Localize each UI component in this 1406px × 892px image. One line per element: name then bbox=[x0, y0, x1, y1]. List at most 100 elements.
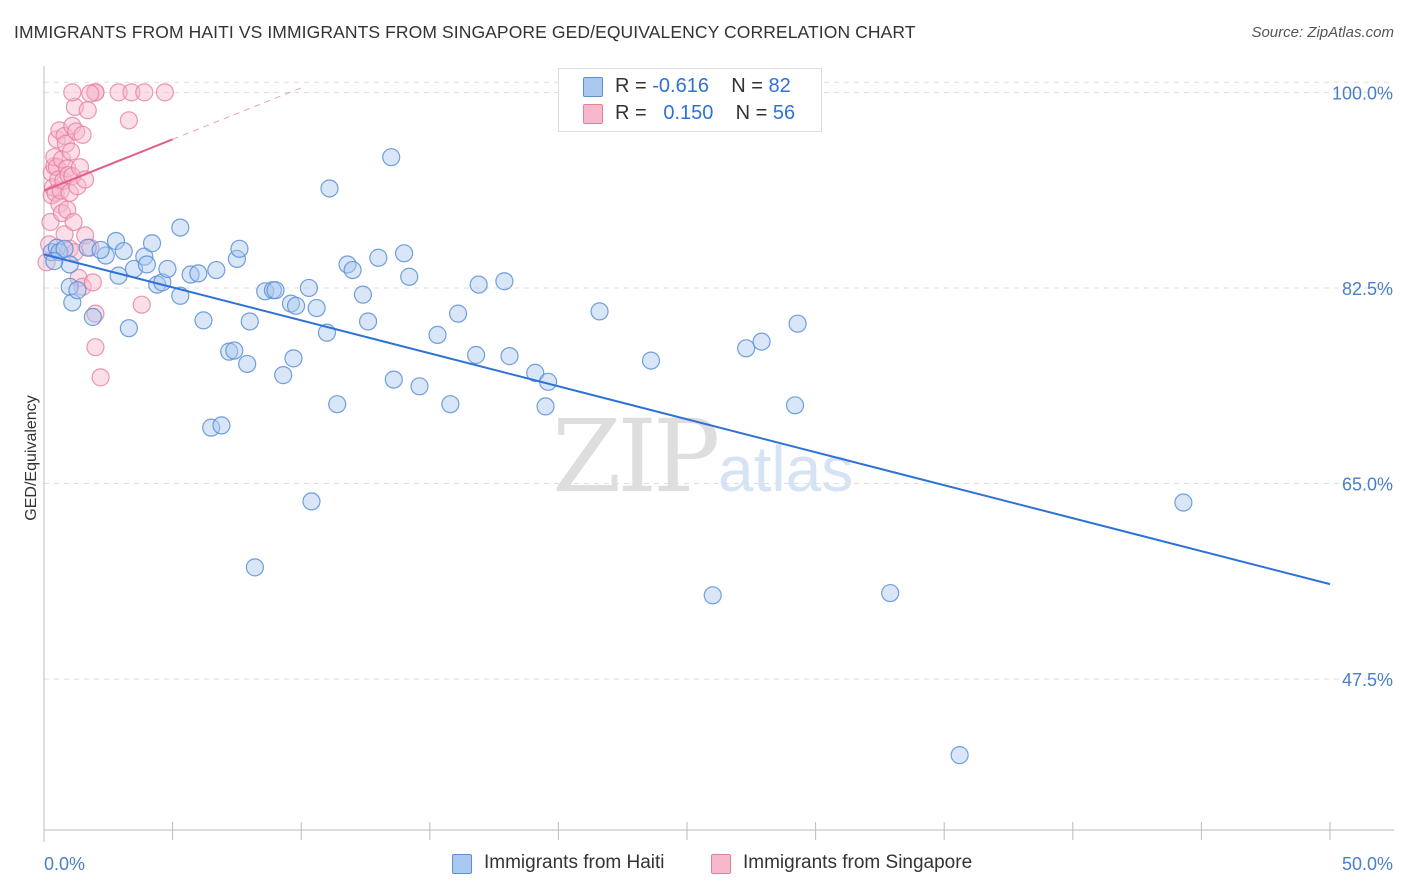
haiti-point bbox=[536, 397, 555, 416]
singapore-point bbox=[73, 125, 92, 144]
haiti-point bbox=[400, 267, 419, 286]
singapore-swatch bbox=[711, 854, 731, 874]
haiti-point bbox=[441, 395, 460, 414]
haiti-swatch bbox=[583, 77, 603, 97]
haiti-point bbox=[225, 341, 244, 360]
haiti-point bbox=[142, 234, 162, 253]
singapore-point bbox=[37, 253, 56, 272]
singapore-point bbox=[63, 83, 82, 102]
haiti-point bbox=[410, 377, 429, 396]
haiti-points bbox=[42, 148, 1193, 765]
haiti-point bbox=[394, 244, 414, 263]
legend-n-label: N = bbox=[731, 75, 763, 97]
singapore-point bbox=[109, 83, 128, 102]
haiti-point bbox=[240, 312, 259, 331]
haiti-point bbox=[752, 332, 771, 351]
haiti-point bbox=[358, 312, 378, 331]
haiti-point bbox=[384, 370, 403, 389]
singapore-trend-extension bbox=[172, 87, 302, 140]
y-tick-label: 100.0% bbox=[1332, 83, 1393, 103]
singapore-point bbox=[86, 338, 105, 357]
haiti-point bbox=[266, 281, 285, 300]
haiti-point bbox=[353, 285, 373, 304]
haiti-point bbox=[369, 248, 388, 267]
singapore-swatch bbox=[583, 104, 603, 124]
haiti-point bbox=[212, 416, 231, 435]
axes bbox=[43, 66, 1394, 842]
singapore-point bbox=[91, 368, 110, 387]
legend-n-label: N = bbox=[735, 102, 768, 124]
haiti-point bbox=[1174, 493, 1193, 512]
haiti-point bbox=[284, 349, 303, 368]
haiti-point bbox=[119, 319, 138, 338]
singapore-point bbox=[73, 277, 92, 296]
haiti-point bbox=[238, 354, 257, 374]
singapore-point bbox=[61, 142, 81, 161]
haiti-point bbox=[590, 302, 609, 321]
singapore-point bbox=[64, 212, 83, 232]
haiti-point bbox=[194, 311, 213, 330]
haiti-point bbox=[382, 148, 401, 167]
singapore-point bbox=[81, 84, 100, 103]
haiti-point bbox=[171, 286, 190, 305]
haiti-point bbox=[181, 265, 200, 284]
haiti-point bbox=[230, 239, 249, 258]
bottom-legend-haiti-label: Immigrants from Haiti bbox=[484, 852, 665, 873]
singapore-point bbox=[135, 83, 154, 102]
haiti-point bbox=[299, 278, 319, 298]
legend-n-value-singapore: 56 bbox=[772, 102, 796, 124]
haiti-point bbox=[950, 746, 969, 765]
haiti-point bbox=[338, 255, 357, 274]
correlation-legend: R = -0.616 N = 82 R = 0.150 N = 56 bbox=[558, 68, 822, 132]
haiti-point bbox=[495, 272, 514, 291]
x-tick-label: 50.0% bbox=[1342, 854, 1393, 874]
haiti-point bbox=[641, 351, 661, 370]
haiti-point bbox=[171, 218, 190, 237]
singapore-points bbox=[37, 83, 174, 387]
watermark-zip: ZIP bbox=[552, 398, 720, 515]
haiti-point bbox=[207, 260, 226, 280]
haiti-point bbox=[286, 296, 306, 315]
y-tick-label: 65.0% bbox=[1342, 475, 1393, 495]
haiti-point bbox=[83, 307, 102, 327]
haiti-point bbox=[114, 241, 133, 261]
singapore-point bbox=[132, 295, 151, 314]
haiti-point bbox=[328, 395, 347, 414]
tick-labels: 100.0% 82.5% 65.0% 47.5% 0.0% 50.0% bbox=[44, 83, 1393, 874]
singapore-point bbox=[155, 83, 174, 102]
haiti-point bbox=[703, 586, 722, 605]
haiti-point bbox=[737, 339, 756, 358]
legend-r-label: R = bbox=[615, 75, 647, 97]
haiti-point bbox=[96, 246, 115, 265]
y-axis-label: GED/Equivalency bbox=[23, 395, 40, 520]
singapore-trend-line bbox=[43, 138, 173, 192]
chart-title: IMMIGRANTS FROM HAITI VS IMMIGRANTS FROM… bbox=[14, 22, 916, 42]
haiti-point bbox=[448, 304, 468, 323]
trend-lines bbox=[43, 87, 1331, 586]
haiti-point bbox=[158, 259, 177, 279]
haiti-point bbox=[106, 231, 126, 251]
legend-r-value-singapore: 0.150 bbox=[663, 102, 714, 124]
haiti-point bbox=[788, 314, 807, 333]
haiti-point bbox=[137, 255, 156, 274]
singapore-point bbox=[60, 239, 79, 258]
haiti-point bbox=[469, 275, 488, 294]
haiti-point bbox=[307, 298, 326, 318]
haiti-point bbox=[785, 396, 805, 415]
haiti-swatch bbox=[452, 854, 472, 874]
haiti-point bbox=[320, 179, 339, 198]
haiti-point bbox=[68, 281, 87, 300]
source-label: Source: ZipAtlas.com bbox=[1251, 24, 1394, 41]
haiti-point bbox=[466, 345, 486, 365]
haiti-trend-line bbox=[43, 253, 1331, 586]
singapore-point bbox=[83, 273, 102, 292]
haiti-point bbox=[245, 558, 265, 577]
singapore-point bbox=[119, 111, 138, 130]
x-tick-label: 0.0% bbox=[44, 854, 85, 874]
singapore-point bbox=[86, 304, 105, 323]
singapore-point bbox=[78, 101, 97, 120]
legend-r-label: R = bbox=[615, 102, 647, 124]
legend-n-value-haiti: 82 bbox=[768, 75, 791, 97]
haiti-point bbox=[881, 583, 900, 603]
